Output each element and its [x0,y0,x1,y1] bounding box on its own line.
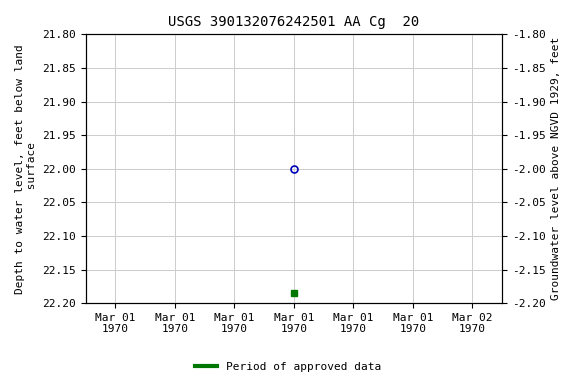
Legend: Period of approved data: Period of approved data [191,358,385,377]
Y-axis label: Depth to water level, feet below land
 surface: Depth to water level, feet below land su… [15,44,37,294]
Title: USGS 390132076242501 AA Cg  20: USGS 390132076242501 AA Cg 20 [168,15,419,29]
Y-axis label: Groundwater level above NGVD 1929, feet: Groundwater level above NGVD 1929, feet [551,37,561,300]
